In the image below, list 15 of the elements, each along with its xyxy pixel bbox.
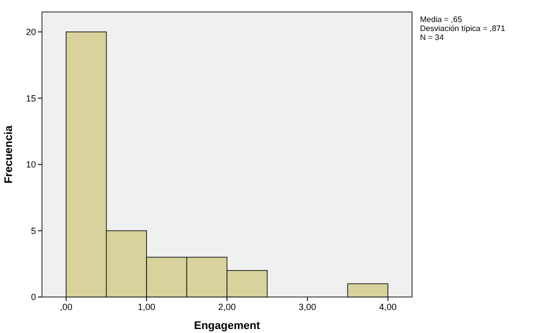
y-tick-label: 5 <box>30 226 36 236</box>
x-tick-label: 4,00 <box>379 302 397 312</box>
x-tick-label: ,00 <box>60 302 72 312</box>
text: Desviación típica = ,871 <box>420 24 506 33</box>
y-tick-label: 20 <box>26 27 36 38</box>
x-tick-label: 1,00 <box>138 302 156 312</box>
y-tick-label: 10 <box>26 160 36 170</box>
x-axis-title: Engagement <box>194 320 260 332</box>
text: Media = ,65 <box>420 15 463 24</box>
x-tick-label: 3,00 <box>298 302 316 312</box>
y-axis-title: Frecuencia <box>3 124 15 184</box>
x-tick-label: 2,00 <box>218 302 236 312</box>
y-tick-label: 0 <box>30 292 36 302</box>
y-tick-label: 15 <box>26 93 36 104</box>
text: N = 34 <box>420 33 444 42</box>
